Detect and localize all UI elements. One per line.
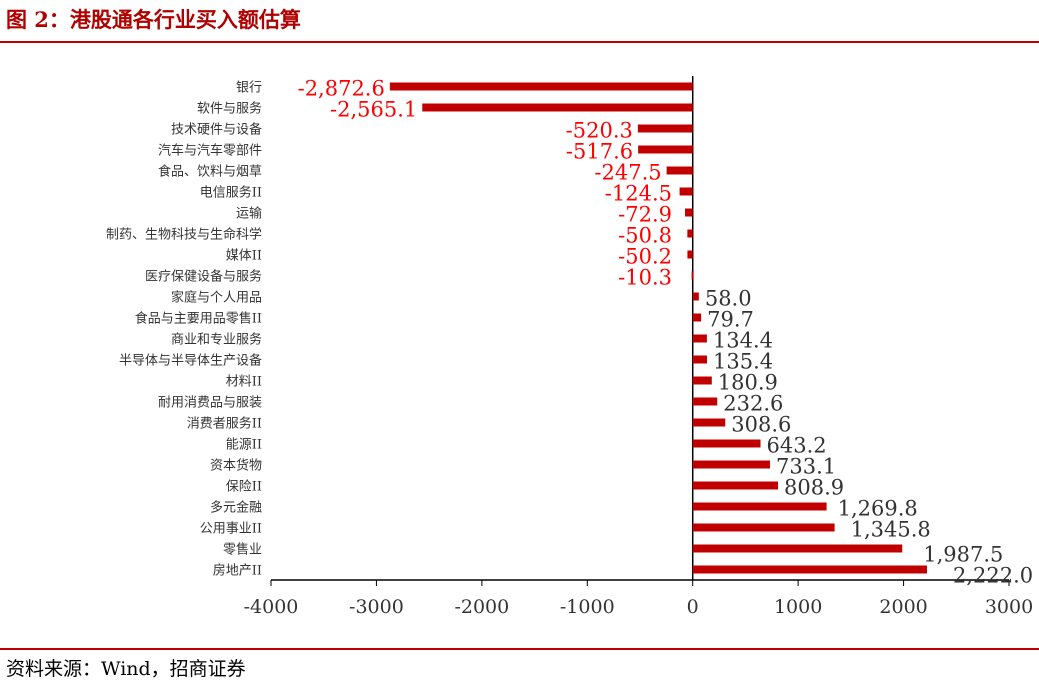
bar (666, 166, 693, 175)
category-label: 电信服务II (200, 185, 262, 201)
bar (685, 208, 693, 217)
category-label: 保险II (226, 480, 262, 495)
value-label: -247.5 (594, 161, 661, 185)
category-label: 食品与主要用品零售II (135, 311, 262, 327)
value-label: -72.9 (618, 203, 672, 227)
bar (638, 145, 693, 154)
category-label: 汽车与汽车零部件 (158, 143, 262, 159)
category-label: 医疗保健设备与服务 (145, 269, 262, 285)
value-label: -520.3 (566, 119, 633, 143)
bar (692, 292, 699, 301)
bar (692, 397, 718, 406)
bar (692, 418, 726, 427)
bar (389, 82, 693, 91)
value-label: 1,345.8 (851, 518, 931, 542)
category-label: 食品、饮料与烟草 (158, 164, 262, 180)
category-label: 软件与服务 (197, 101, 262, 117)
bar (637, 124, 693, 133)
value-label: -50.8 (618, 224, 672, 248)
category-label: 半导体与半导体生产设备 (119, 353, 262, 369)
bar (692, 334, 707, 343)
category-label: 银行 (236, 81, 262, 96)
category-label: 制药、生物科技与生命科学 (106, 227, 262, 243)
category-label: 公用事业II (200, 522, 262, 537)
source-rule (0, 648, 1039, 650)
bar (687, 250, 693, 259)
bar (692, 439, 761, 448)
x-tick-label: 2000 (879, 596, 927, 618)
value-label: 135.4 (713, 350, 773, 374)
bar (692, 481, 778, 490)
value-label: -2,565.1 (330, 98, 417, 122)
value-label: 1,987.5 (923, 543, 1003, 567)
bar (692, 502, 827, 511)
value-label: -2,872.6 (298, 77, 385, 101)
figure-title: 图 2：港股通各行业买入额估算 (6, 7, 301, 32)
value-label: 58.0 (705, 287, 752, 311)
bar (692, 313, 702, 322)
bar (692, 544, 903, 553)
value-label: 1,269.8 (838, 497, 918, 521)
bar (692, 460, 771, 469)
value-label: 134.4 (713, 329, 773, 353)
category-label: 媒体II (226, 249, 262, 264)
bar (687, 229, 693, 238)
category-label: 家庭与个人用品 (171, 290, 262, 306)
x-tick-label: 1000 (774, 596, 822, 618)
bar (691, 271, 694, 280)
value-label: -517.6 (566, 140, 633, 164)
source-note: 资料来源：Wind，招商证券 (6, 658, 246, 680)
bar (679, 187, 693, 196)
bar (692, 523, 835, 532)
category-label: 资本货物 (210, 458, 262, 474)
value-label: 79.7 (707, 308, 754, 332)
x-tick-label: 3000 (985, 596, 1033, 618)
category-label: 能源II (226, 438, 262, 453)
value-label: -50.2 (618, 245, 672, 269)
value-label: 808.9 (784, 476, 844, 500)
bar (422, 103, 693, 112)
value-label: -124.5 (605, 182, 672, 206)
x-tick-label: -1000 (560, 596, 615, 618)
x-tick-label: 0 (687, 596, 699, 618)
category-label: 多元金融 (210, 500, 262, 516)
category-label: 运输 (236, 206, 262, 222)
x-tick-label: -3000 (349, 596, 404, 618)
title-rule (0, 41, 1039, 43)
category-label: 零售业 (223, 542, 262, 558)
value-label: 733.1 (776, 455, 836, 479)
category-label: 材料II (226, 375, 262, 390)
value-label: 643.2 (767, 434, 827, 458)
bar (692, 355, 707, 364)
x-tick-label: -4000 (244, 596, 299, 618)
value-label: -10.3 (618, 266, 672, 290)
value-label: 180.9 (718, 371, 778, 395)
bar (692, 376, 712, 385)
value-label: 232.6 (723, 392, 783, 416)
category-label: 房地产II (213, 563, 262, 579)
category-label: 耐用消费品与服装 (158, 396, 262, 411)
x-tick-label: -2000 (454, 596, 509, 618)
category-label: 消费者服务II (187, 416, 262, 432)
category-label: 技术硬件与设备 (171, 122, 262, 138)
value-label: 308.6 (731, 413, 791, 437)
value-label: 2,222.0 (953, 564, 1033, 588)
bar (692, 565, 927, 574)
category-label: 商业和专业服务 (171, 332, 262, 348)
